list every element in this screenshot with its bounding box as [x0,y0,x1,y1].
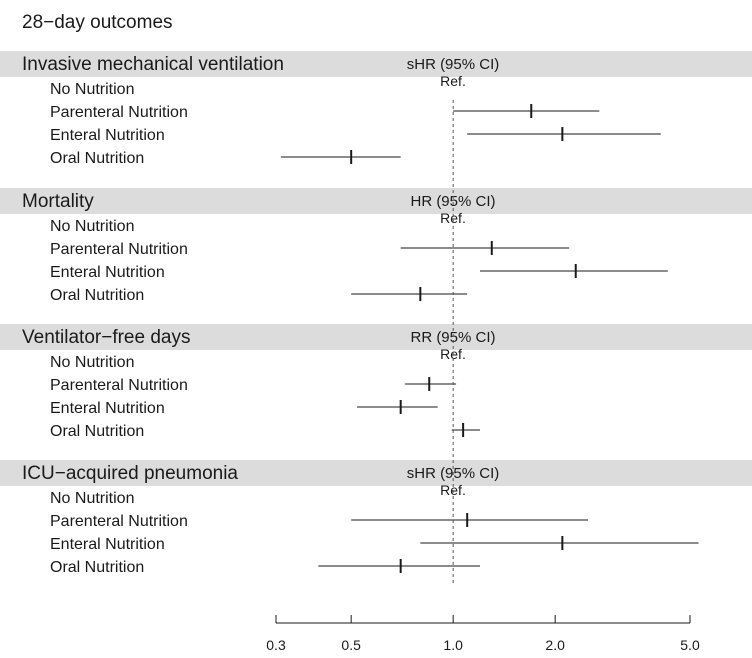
row-label: Oral Nutrition [50,559,144,576]
row-label: No Nutrition [50,490,134,507]
outcome-title: Ventilator−free days [22,327,190,348]
row-label: No Nutrition [50,218,134,235]
x-tick-label: 0.3 [266,637,286,653]
outcome-panel: Mortality HR (95% CI) No Nutrition Ref. Pare… [0,188,752,304]
outcome-title: Invasive mechanical ventilation [22,54,284,75]
outcome-panel: ICU−acquired pneumonia sHR (95% CI)No Nut… [0,460,752,576]
row-label: No Nutrition [50,81,134,98]
row-label: Enteral Nutrition [50,264,165,281]
row-label: Oral Nutrition [50,423,144,440]
reference-label: Ref. [440,73,466,89]
outcome-header-band [0,51,752,77]
measure-label: HR (95% CI) [410,193,495,210]
outcome-title: ICU−acquired pneumonia [22,463,238,484]
x-tick-label: 5.0 [680,637,700,653]
outcome-header-band [0,460,752,486]
row-label: Oral Nutrition [50,287,144,304]
row-label: Enteral Nutrition [50,400,165,417]
row-label: Enteral Nutrition [50,127,165,144]
outcome-header-band [0,188,752,214]
x-axis: 0.3 0.5 1.0 2.0 5.0 [266,615,700,653]
outcome-title: Mortality [22,191,94,212]
reference-label: Ref. [440,210,466,226]
x-tick-label: 0.5 [341,637,361,653]
outcome-header-band [0,324,752,350]
outcome-panel: Invasive mechanical ventilation sHR (95% … [0,51,752,167]
x-tick-label: 1.0 [443,637,463,653]
row-label: Oral Nutrition [50,150,144,167]
row-label: Parenteral Nutrition [50,513,188,530]
row-label: Enteral Nutrition [50,536,165,553]
row-label: Parenteral Nutrition [50,377,188,394]
row-label: Parenteral Nutrition [50,104,188,121]
row-label: No Nutrition [50,354,134,371]
measure-label: RR (95% CI) [410,329,495,346]
row-label: Parenteral Nutrition [50,241,188,258]
x-tick-label: 2.0 [545,637,565,653]
outcome-panel: Ventilator−free days RR (95% CI) No Nutrit… [0,324,752,440]
chart-title: 28−day outcomes [22,12,173,33]
outcome-panels: Invasive mechanical ventilation sHR (95% … [0,51,752,576]
measure-label: sHR (95% CI) [407,56,500,73]
